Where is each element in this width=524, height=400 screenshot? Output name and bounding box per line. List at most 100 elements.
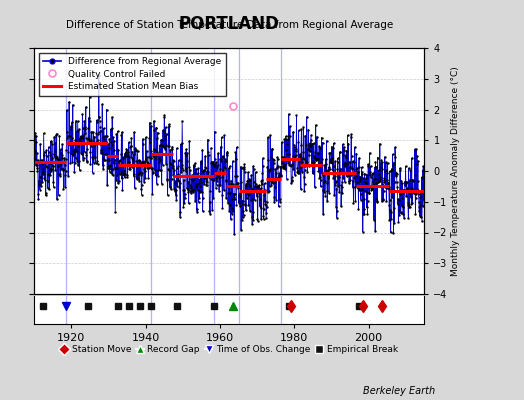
Point [341,160,350,166]
Point [392,170,401,177]
Point [73,141,82,147]
Point [44,178,52,184]
Point [198,147,206,153]
Point [183,186,192,193]
Point [403,186,411,193]
Point [413,178,422,185]
Point [210,163,218,170]
Point [136,172,145,178]
Point [171,178,180,184]
Point [302,114,311,120]
Point [358,171,367,177]
Point [278,139,286,146]
Point [294,170,302,176]
Point [196,158,205,164]
Point [121,150,129,157]
Point [360,206,368,212]
Point [199,195,207,201]
Point [308,160,316,166]
Point [384,180,392,186]
Point [376,174,384,180]
Point [175,184,183,190]
Point [192,206,201,212]
Point [76,134,84,141]
Point [308,159,316,165]
Point [301,167,309,173]
Point [329,167,337,174]
Point [102,151,111,157]
Point [102,106,111,113]
Point [335,149,344,155]
Point [114,180,122,186]
Point [102,139,110,146]
Point [296,156,304,162]
Point [312,157,320,163]
Point [50,154,59,160]
Point [99,134,107,140]
Point [280,154,288,160]
Point [105,169,114,175]
Point [222,195,231,201]
Point [219,166,227,173]
Point [115,158,124,164]
Point [408,155,416,161]
Point [380,174,389,181]
Point [181,150,190,156]
Point [347,131,355,138]
Point [214,162,222,168]
Point [340,163,348,169]
Point [322,168,331,174]
Point [125,166,134,172]
Point [94,129,103,135]
Point [290,156,299,163]
Point [275,172,283,178]
Point [74,142,83,149]
Point [94,130,102,137]
Point [291,152,300,158]
Point [215,166,224,172]
Point [141,175,149,181]
Point [136,158,144,164]
Point [134,161,142,167]
Point [107,141,116,148]
Point [260,198,269,204]
Point [138,170,146,177]
Point [300,181,309,187]
Point [140,179,148,185]
Point [339,174,347,181]
Point [385,184,393,190]
Point [187,183,195,190]
Point [206,188,214,194]
Point [298,163,306,170]
Point [362,180,370,186]
Point [247,196,256,202]
Point [377,166,386,172]
Point [70,146,79,152]
Point [147,123,155,129]
Point [264,134,272,140]
Point [213,171,221,178]
Point [274,163,282,169]
Point [178,118,187,124]
Point [353,165,361,171]
Point [130,170,139,177]
Point [180,177,188,183]
Point [263,164,271,170]
Point [334,174,343,180]
Point [205,174,213,181]
Point [279,163,287,170]
Point [297,142,305,148]
Point [398,202,407,209]
Point [417,214,425,220]
Point [284,132,292,139]
Point [381,168,389,174]
Point [77,139,85,145]
Point [62,147,70,153]
Y-axis label: Monthly Temperature Anomaly Difference (°C): Monthly Temperature Anomaly Difference (… [451,66,460,276]
Point [144,174,152,181]
Point [122,153,130,160]
Point [112,177,121,183]
Point [148,170,157,176]
Point [414,191,423,197]
Point [411,187,419,193]
